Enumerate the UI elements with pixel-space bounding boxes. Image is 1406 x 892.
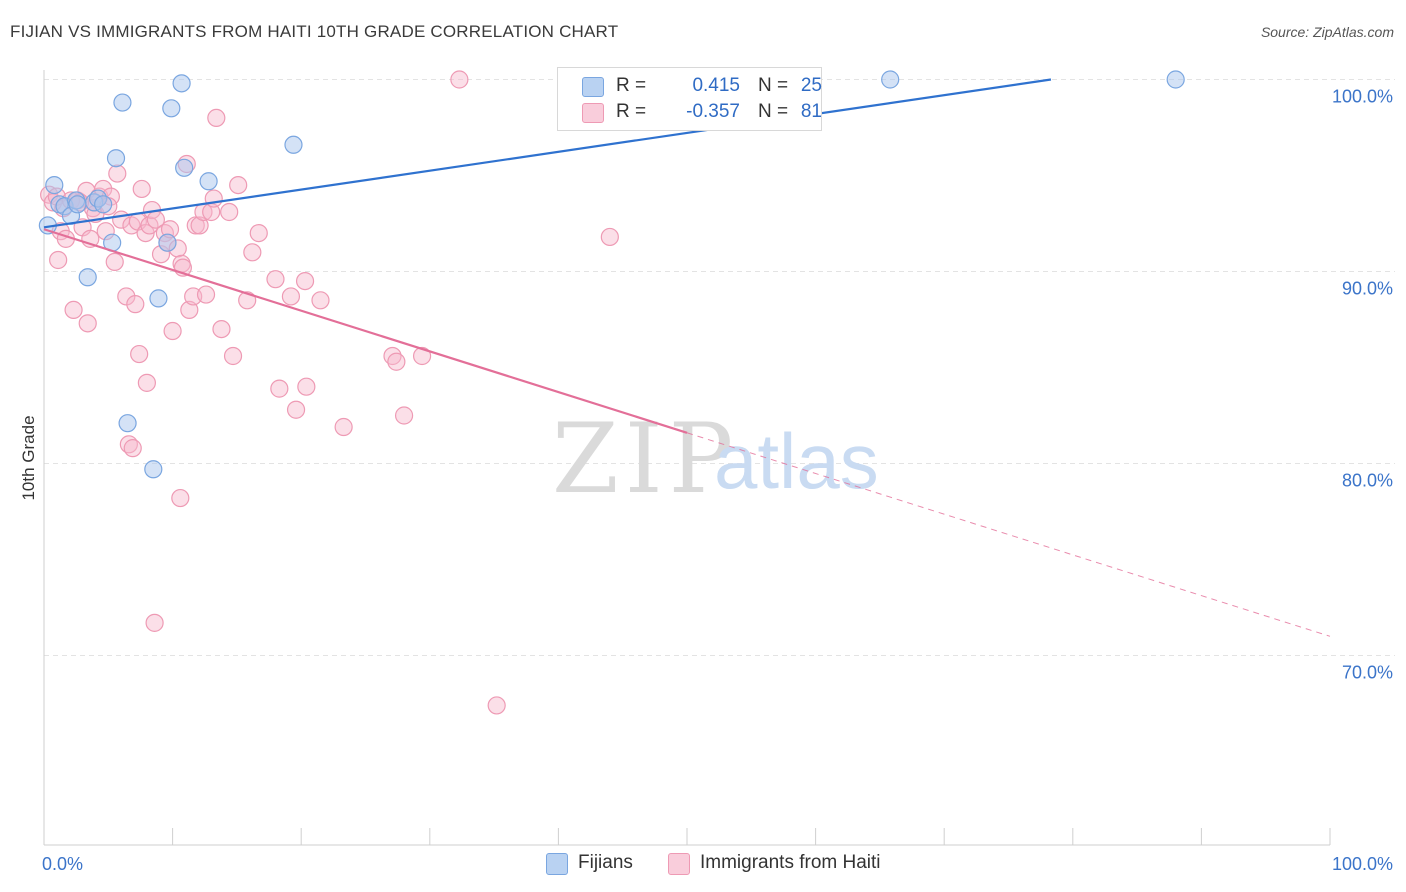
haiti-point [105, 252, 124, 271]
haiti-point [394, 406, 414, 425]
haiti-point [295, 272, 315, 291]
bottom-legend-swatch-haiti [668, 853, 690, 875]
haiti-point [297, 377, 316, 396]
fijian-point [172, 74, 191, 93]
watermark-zip: ZIP [552, 403, 739, 515]
haiti-point [270, 379, 289, 398]
haiti-point [196, 285, 216, 304]
fijian-point [158, 233, 177, 252]
fijian-point [45, 176, 64, 195]
fijian-point [68, 195, 87, 214]
haiti-point [487, 696, 506, 715]
fijian-point [144, 460, 163, 479]
fijian-point [78, 268, 97, 287]
haiti-point [243, 243, 262, 262]
axes [43, 70, 1331, 846]
legend-r-value: 0.415 [692, 75, 740, 96]
haiti-point [145, 613, 164, 632]
haiti-trend-line-dashed [686, 432, 1331, 637]
haiti-point [334, 417, 353, 437]
haiti-point [450, 70, 469, 89]
tick-labels: 70.0% 80.0% 90.0% 100.0% 0.0% 100.0% [42, 87, 1393, 875]
fijian-point [94, 195, 113, 214]
bottom-legend-label-haiti: Immigrants from Haiti [700, 852, 881, 873]
haiti-point [266, 270, 285, 289]
legend-n-label: N = [758, 75, 789, 96]
legend-n-label: N = [758, 101, 789, 122]
haiti-point [163, 321, 182, 341]
legend-n-value: 25 [800, 75, 822, 96]
trend-lines [43, 78, 1331, 637]
x-tick-label: 100.0% [1332, 854, 1393, 874]
haiti-point [249, 224, 268, 243]
y-axis-label: 10th Grade [19, 415, 38, 500]
haiti-point [64, 300, 83, 319]
bottom-legend-label-fijians: Fijians [578, 852, 633, 873]
haiti-point [123, 439, 142, 458]
fijian-point [175, 158, 194, 177]
haiti-point [212, 320, 231, 339]
haiti-point [171, 488, 190, 508]
fijian-point [118, 414, 137, 433]
fijian-point [162, 99, 181, 118]
y-tick-label: 90.0% [1342, 279, 1393, 299]
haiti-point [78, 314, 97, 333]
bottom-legend-swatch-fijians [546, 853, 568, 875]
y-tick-label: 100.0% [1332, 87, 1393, 107]
fijian-point [1166, 70, 1185, 89]
source-label: Source: ZipAtlas.com [1260, 24, 1394, 40]
legend-r-label: R = [616, 101, 647, 122]
fijian-point [106, 149, 126, 168]
haiti-point [223, 346, 243, 366]
watermark: ZIP atlas [552, 403, 879, 515]
correlation-legend: R = 0.415 N = 25 R = -0.357 N = 81 [557, 67, 822, 131]
haiti-point [311, 291, 330, 310]
haiti-point [130, 344, 149, 364]
fijian-point [881, 70, 900, 89]
haiti-point [387, 352, 406, 371]
chart-title: FIJIAN VS IMMIGRANTS FROM HAITI 10TH GRA… [10, 22, 619, 41]
haiti-point [281, 287, 301, 306]
fijian-trend-line [43, 78, 1052, 229]
haiti-trend-line [43, 228, 688, 434]
haiti-point [600, 227, 619, 247]
fijian-point [284, 135, 303, 154]
series-fijian-points [38, 70, 1185, 479]
y-tick-label: 80.0% [1342, 471, 1393, 491]
legend-swatch-fijians [582, 77, 604, 97]
haiti-point [229, 176, 248, 195]
gridlines [44, 79, 1395, 656]
fijian-point [199, 172, 218, 191]
series-haiti-points [40, 70, 619, 715]
haiti-point [220, 202, 239, 222]
haiti-point [108, 164, 127, 183]
legend-r-label: R = [616, 75, 647, 96]
haiti-point [204, 189, 223, 208]
haiti-point [126, 295, 145, 314]
haiti-point [180, 300, 199, 319]
legend-n-value: 81 [800, 101, 822, 122]
legend-swatch-haiti [582, 103, 604, 123]
haiti-point [137, 373, 156, 392]
haiti-point [412, 346, 432, 366]
fijian-point [149, 289, 168, 308]
x-tick-label: 0.0% [42, 854, 83, 874]
y-tick-label: 70.0% [1342, 663, 1393, 683]
haiti-point [207, 108, 226, 128]
legend-r-value: -0.357 [686, 101, 740, 122]
fijian-point [113, 93, 132, 112]
haiti-point [286, 400, 306, 419]
haiti-point [49, 250, 68, 270]
haiti-point [190, 216, 209, 235]
haiti-point [186, 216, 205, 235]
haiti-point [132, 179, 151, 199]
watermark-atlas: atlas [714, 417, 879, 505]
